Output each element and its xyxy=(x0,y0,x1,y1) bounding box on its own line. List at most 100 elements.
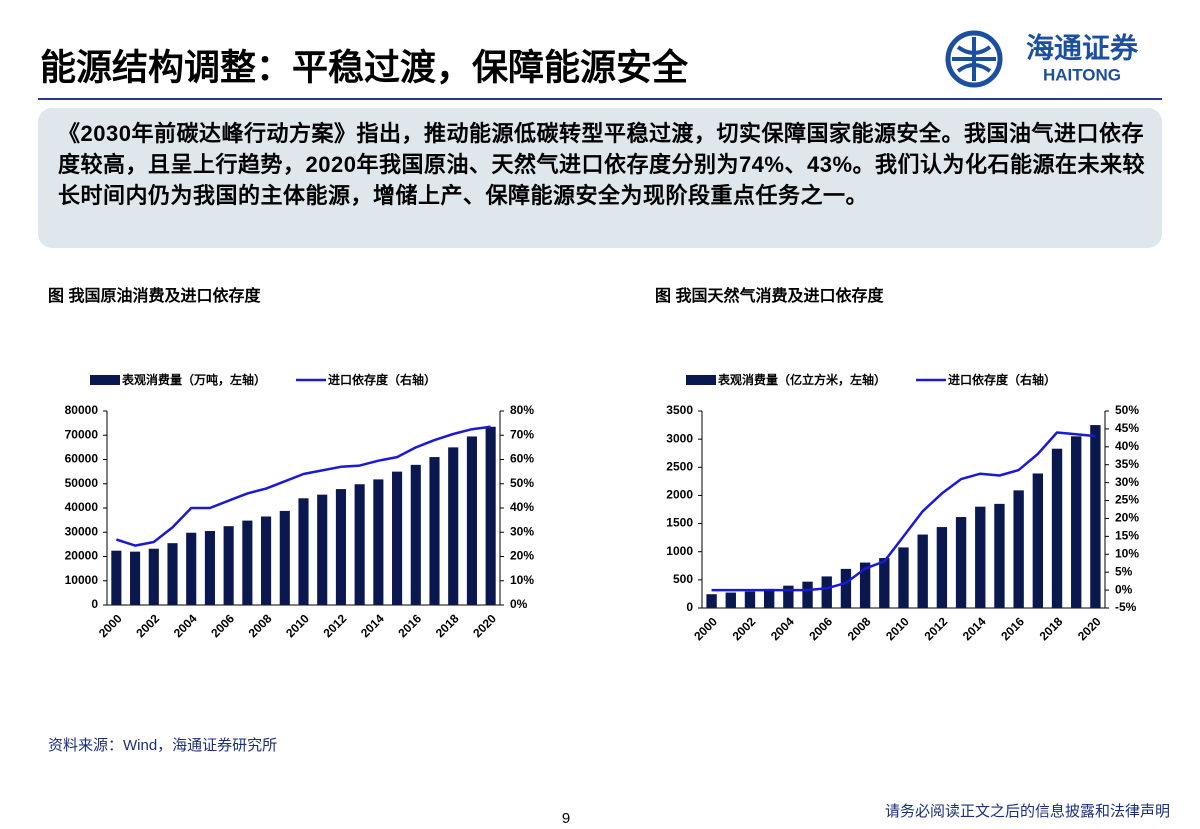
y2-tick-label: 50% xyxy=(510,476,534,490)
bar xyxy=(975,506,986,608)
x-tick-label: 2020 xyxy=(470,611,499,640)
bar xyxy=(744,591,756,608)
x-tick-label: 2000 xyxy=(691,614,720,643)
x-tick-label: 2006 xyxy=(208,611,237,640)
line xyxy=(116,425,491,547)
y-tick-label: 80000 xyxy=(65,403,99,417)
bar xyxy=(335,489,346,605)
bar xyxy=(917,534,928,608)
x-tick-label: 2008 xyxy=(246,611,275,640)
y-tick-label: 20000 xyxy=(65,549,99,563)
bar xyxy=(298,498,309,605)
x-tick-label: 2002 xyxy=(730,614,759,643)
y-tick-label: 30000 xyxy=(65,524,99,538)
bar xyxy=(392,471,403,605)
bar xyxy=(261,516,272,605)
legend-swatch xyxy=(90,375,120,385)
legend-label: 进口依存度（右轴） xyxy=(328,372,436,387)
y-tick-label: 1000 xyxy=(666,544,693,558)
y2-tick-label: 5% xyxy=(1115,564,1133,578)
x-tick-label: 2010 xyxy=(283,611,312,640)
x-tick-label: 2008 xyxy=(845,614,874,643)
x-tick-label: 2014 xyxy=(358,611,387,640)
bar xyxy=(485,426,496,605)
y2-tick-label: 80% xyxy=(510,403,534,417)
y2-tick-label: 15% xyxy=(1115,529,1139,543)
y-tick-label: 50000 xyxy=(65,476,99,490)
bar xyxy=(111,550,122,605)
logo xyxy=(945,30,1003,88)
bar xyxy=(802,581,813,608)
y2-tick-label: 45% xyxy=(1115,421,1139,435)
y2-tick-label: 70% xyxy=(510,427,534,441)
y-tick-label: 500 xyxy=(673,572,693,586)
y-tick-label: 2000 xyxy=(666,488,693,502)
bar xyxy=(898,547,909,608)
y2-tick-label: -5% xyxy=(1115,600,1137,614)
bar xyxy=(955,517,967,608)
y2-tick-label: 0% xyxy=(510,597,528,611)
bar xyxy=(317,494,328,605)
x-tick-label: 2016 xyxy=(395,611,424,640)
line xyxy=(711,431,1096,592)
legend-label: 表观消费量（万吨，左轴） xyxy=(121,372,266,387)
slide-title: 能源结构调整：平稳过渡，保障能源安全 xyxy=(40,47,689,88)
bar xyxy=(186,532,197,605)
bar xyxy=(994,503,1005,608)
x-tick-label: 2012 xyxy=(921,614,950,643)
legend-swatch xyxy=(686,375,716,385)
bar xyxy=(410,464,421,605)
legend-label: 进口依存度（右轴） xyxy=(948,372,1056,387)
x-tick-label: 2020 xyxy=(1075,614,1104,643)
bar xyxy=(840,568,852,608)
chart-title: 图 我国天然气消费及进口依存度 xyxy=(655,286,884,305)
logo-en: HAITONG xyxy=(1043,65,1121,84)
bar xyxy=(429,457,440,605)
source: 资料来源：Wind，海通证券研究所 xyxy=(48,737,277,754)
y-tick-label: 3500 xyxy=(666,403,693,417)
x-tick-label: 2002 xyxy=(133,611,162,640)
y2-tick-label: 60% xyxy=(510,452,534,466)
bar xyxy=(448,447,459,605)
y2-tick-label: 10% xyxy=(1115,546,1139,560)
y-tick-label: 70000 xyxy=(65,427,99,441)
logo-cn: 海通证券 xyxy=(1026,32,1139,63)
y-tick-label: 2500 xyxy=(666,459,693,473)
x-tick-label: 2010 xyxy=(883,614,912,643)
bar xyxy=(354,484,365,605)
bar xyxy=(859,562,871,608)
bar xyxy=(725,592,736,608)
y-tick-label: 1500 xyxy=(666,516,693,530)
y-tick-label: 60000 xyxy=(65,452,99,466)
bar xyxy=(466,436,477,605)
y-tick-label: 0 xyxy=(686,600,693,614)
bar xyxy=(1051,448,1063,608)
bar xyxy=(148,548,159,605)
disclaimer: 请务必阅读正文之后的信息披露和法律声明 xyxy=(885,802,1170,820)
x-tick-label: 2004 xyxy=(171,611,200,640)
bar xyxy=(1032,473,1044,608)
y2-tick-label: 25% xyxy=(1115,493,1139,507)
bar xyxy=(763,588,775,608)
y2-tick-label: 50% xyxy=(1115,403,1139,417)
summary-box xyxy=(38,108,1162,248)
x-tick-label: 2018 xyxy=(433,611,462,640)
summary: 《2030年前碳达峰行动方案》指出，推动能源低碳转型平稳过渡，切实保障国家能源安… xyxy=(58,121,1146,208)
x-tick-label: 2004 xyxy=(768,614,797,643)
x-tick-label: 2006 xyxy=(806,614,835,643)
y2-tick-label: 30% xyxy=(510,524,534,538)
y-tick-label: 3000 xyxy=(666,431,693,445)
bar xyxy=(936,527,948,608)
x-tick-label: 2018 xyxy=(1037,614,1066,643)
x-tick-label: 2016 xyxy=(998,614,1027,643)
page-number: 9 xyxy=(562,810,570,827)
legend-label: 表观消费量（亿立方米，左轴） xyxy=(717,372,886,387)
y-tick-label: 40000 xyxy=(65,500,99,514)
y2-tick-label: 20% xyxy=(1115,511,1139,525)
y2-tick-label: 40% xyxy=(1115,439,1139,453)
bar xyxy=(223,526,234,605)
bar xyxy=(783,585,794,608)
bar xyxy=(204,531,215,605)
